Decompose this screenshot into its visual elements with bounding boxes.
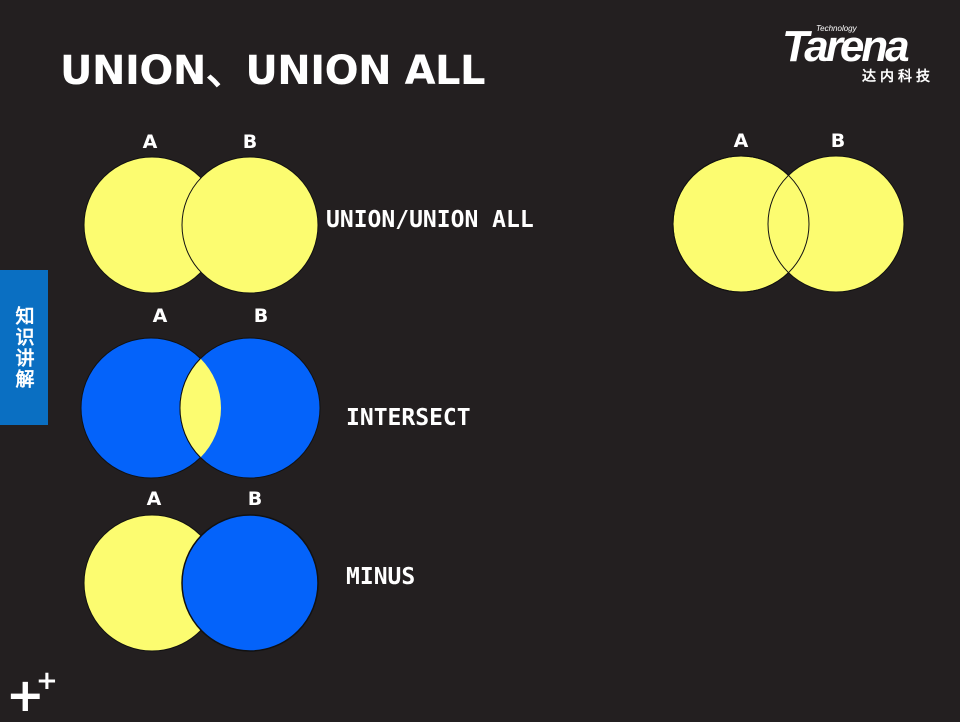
minus-circle-b [181,514,319,652]
minus-label-a: A [147,488,162,510]
minus-diagram: A B MINUS [83,488,415,652]
minus-operation-label: MINUS [346,564,415,590]
union-label-a: A [143,131,158,153]
logo-tagline: Technology [816,24,857,33]
minus-label-b: B [248,488,262,510]
union-operation-label: UNION/UNION ALL [326,207,534,233]
slide-title: UNION、UNION ALL [60,48,486,94]
intersect-operation-label: INTERSECT [346,405,471,431]
overlap-label-a: A [734,130,749,152]
intersect-label-a: A [153,305,168,327]
overlap-outline-a [672,155,810,293]
overlap-diagram: A B [672,130,905,293]
logo-wordmark: Tarena [782,22,910,71]
intersect-diagram: A B INTERSECT [80,305,471,479]
overlap-label-b: B [831,130,845,152]
union-diagram: A B UNION/UNION ALL [83,131,534,294]
union-label-b: B [243,131,257,153]
logo-chinese: 达内科技 [862,69,934,85]
overlap-circle-b [767,155,905,293]
tarena-logo: Technology Tarena 达内科技 [780,22,950,86]
intersect-label-b: B [254,305,268,327]
side-tab-label: 知识讲解 [12,305,35,390]
union-circle-b [181,156,319,294]
side-tab: 知识讲解 [0,270,48,425]
